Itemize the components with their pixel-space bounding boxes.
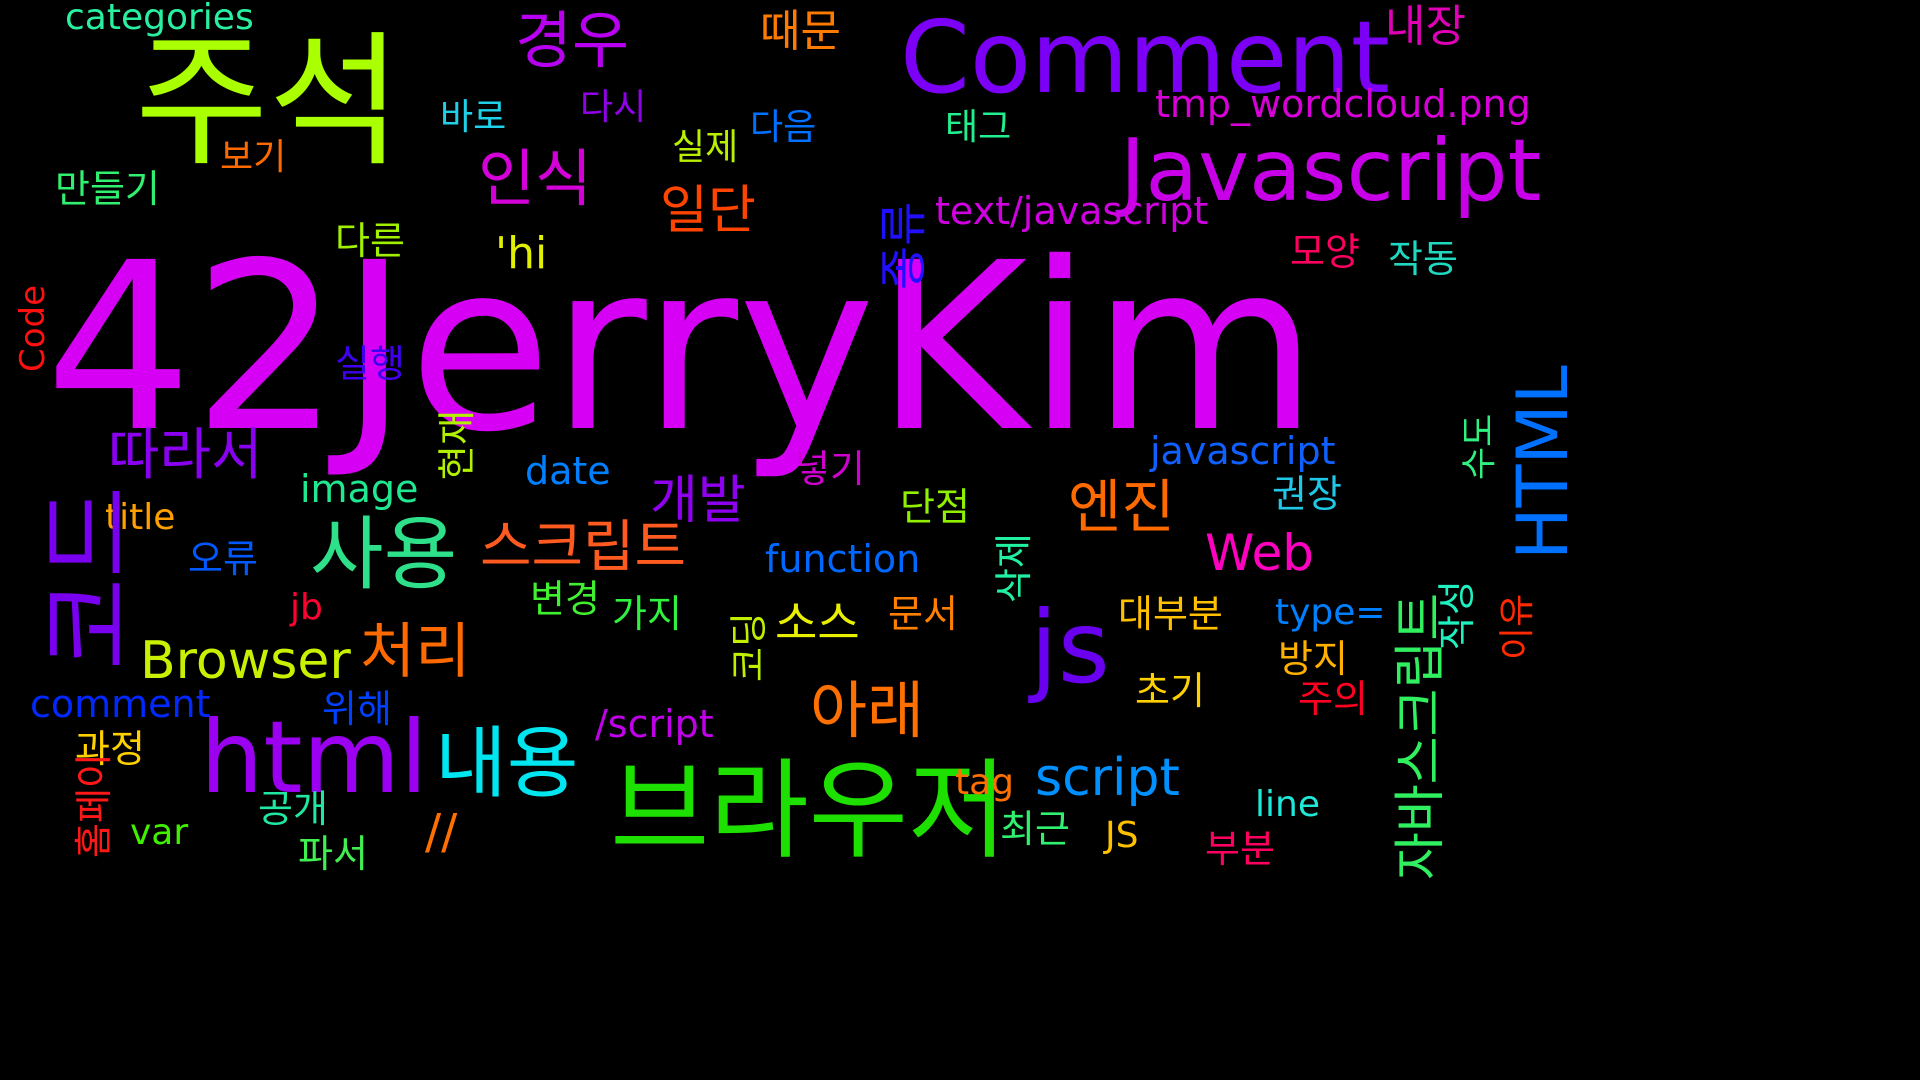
word-54: 넣기 — [795, 447, 865, 491]
word-69: 부분 — [1205, 827, 1275, 871]
word-77: Code — [13, 284, 53, 372]
word-41: var — [130, 812, 189, 853]
word-71: 코드 — [31, 486, 148, 670]
word-72: 종류 — [876, 201, 932, 290]
word-18: script — [1035, 748, 1180, 808]
word-63: 주의 — [1298, 677, 1368, 721]
word-11: HTML — [1502, 365, 1584, 560]
word-20: 일단 — [660, 181, 756, 241]
word-62: 방지 — [1278, 637, 1348, 681]
word-55: 단점 — [900, 485, 970, 529]
word-48: 보기 — [220, 137, 287, 178]
word-34: /script — [595, 702, 714, 746]
word-67: 공개 — [258, 787, 328, 831]
word-74: 작성 — [1435, 580, 1479, 650]
word-38: line — [1255, 784, 1320, 825]
word-6: js — [1030, 589, 1110, 706]
word-61: 대부분 — [1118, 592, 1223, 636]
word-80: 홈페이 — [72, 753, 116, 858]
word-14: 스크립트 — [480, 515, 687, 580]
word-81: 코딩 — [727, 612, 771, 682]
word-59: 가지 — [612, 592, 682, 636]
word-31: image — [300, 467, 419, 511]
word-4: 브라우저 — [610, 749, 1008, 874]
word-53: 실행 — [335, 342, 405, 386]
word-75: 수도 — [1459, 413, 1500, 480]
word-49: 만들기 — [55, 167, 160, 211]
word-9: 경우 — [515, 4, 630, 77]
word-17: Browser — [140, 631, 351, 691]
word-27: text/javascript — [935, 189, 1209, 233]
word-36: // — [425, 804, 458, 860]
word-28: javascript — [1150, 429, 1336, 473]
word-70: 파서 — [298, 832, 368, 876]
word-30: 'hi — [495, 228, 548, 279]
word-79: 삭제 — [992, 533, 1036, 603]
word-56: 권장 — [1272, 472, 1342, 516]
word-45: 다음 — [750, 107, 817, 148]
word-46: 실제 — [672, 127, 739, 168]
word-57: 오류 — [188, 537, 258, 581]
word-32: date — [525, 449, 611, 493]
word-22: 소스 — [775, 596, 860, 650]
word-7: 사용 — [310, 508, 458, 601]
word-42: JS — [1105, 815, 1139, 856]
word-51: 모양 — [1290, 230, 1360, 274]
word-58: 변경 — [530, 577, 600, 621]
word-44: 바로 — [440, 97, 507, 138]
word-40: jb — [290, 587, 323, 628]
word-2: Comment — [900, 0, 1390, 116]
word-66: 과정 — [75, 727, 145, 771]
word-65: 위해 — [322, 687, 392, 731]
word-13: 아래 — [810, 674, 925, 747]
word-29: function — [765, 537, 921, 581]
word-25: categories — [65, 0, 254, 38]
word-10: 인식 — [478, 142, 593, 215]
word-24: 내장 — [1385, 1, 1466, 52]
word-26: tmp_wordcloud.png — [1155, 82, 1531, 126]
word-21: 개발 — [650, 471, 746, 531]
word-15: 처리 — [360, 617, 471, 687]
word-37: tag — [955, 762, 1015, 803]
word-0: 42JerryKim — [45, 213, 1318, 483]
word-5: html — [200, 699, 428, 816]
word-76: 이유 — [1497, 593, 1538, 660]
word-8: 내용 — [435, 719, 579, 809]
word-50: 다른 — [335, 219, 405, 263]
word-43: 다시 — [580, 87, 647, 128]
word-12: 엔진 — [1068, 473, 1175, 541]
word-47: 태그 — [945, 107, 1012, 148]
word-16: 따라서 — [108, 423, 263, 488]
word-33: comment — [30, 682, 211, 726]
word-68: 최근 — [1000, 807, 1070, 851]
word-39: type= — [1275, 592, 1386, 633]
word-19: Web — [1205, 524, 1315, 582]
word-1: 주석 — [135, 18, 402, 187]
word-60: 문서 — [888, 592, 958, 636]
word-64: 초기 — [1135, 669, 1205, 713]
word-35: title — [105, 497, 176, 538]
word-52: 작동 — [1388, 237, 1458, 281]
word-78: 현재 — [435, 410, 479, 480]
word-23: 때문 — [760, 6, 841, 57]
word-3: Javascript — [1120, 121, 1542, 221]
